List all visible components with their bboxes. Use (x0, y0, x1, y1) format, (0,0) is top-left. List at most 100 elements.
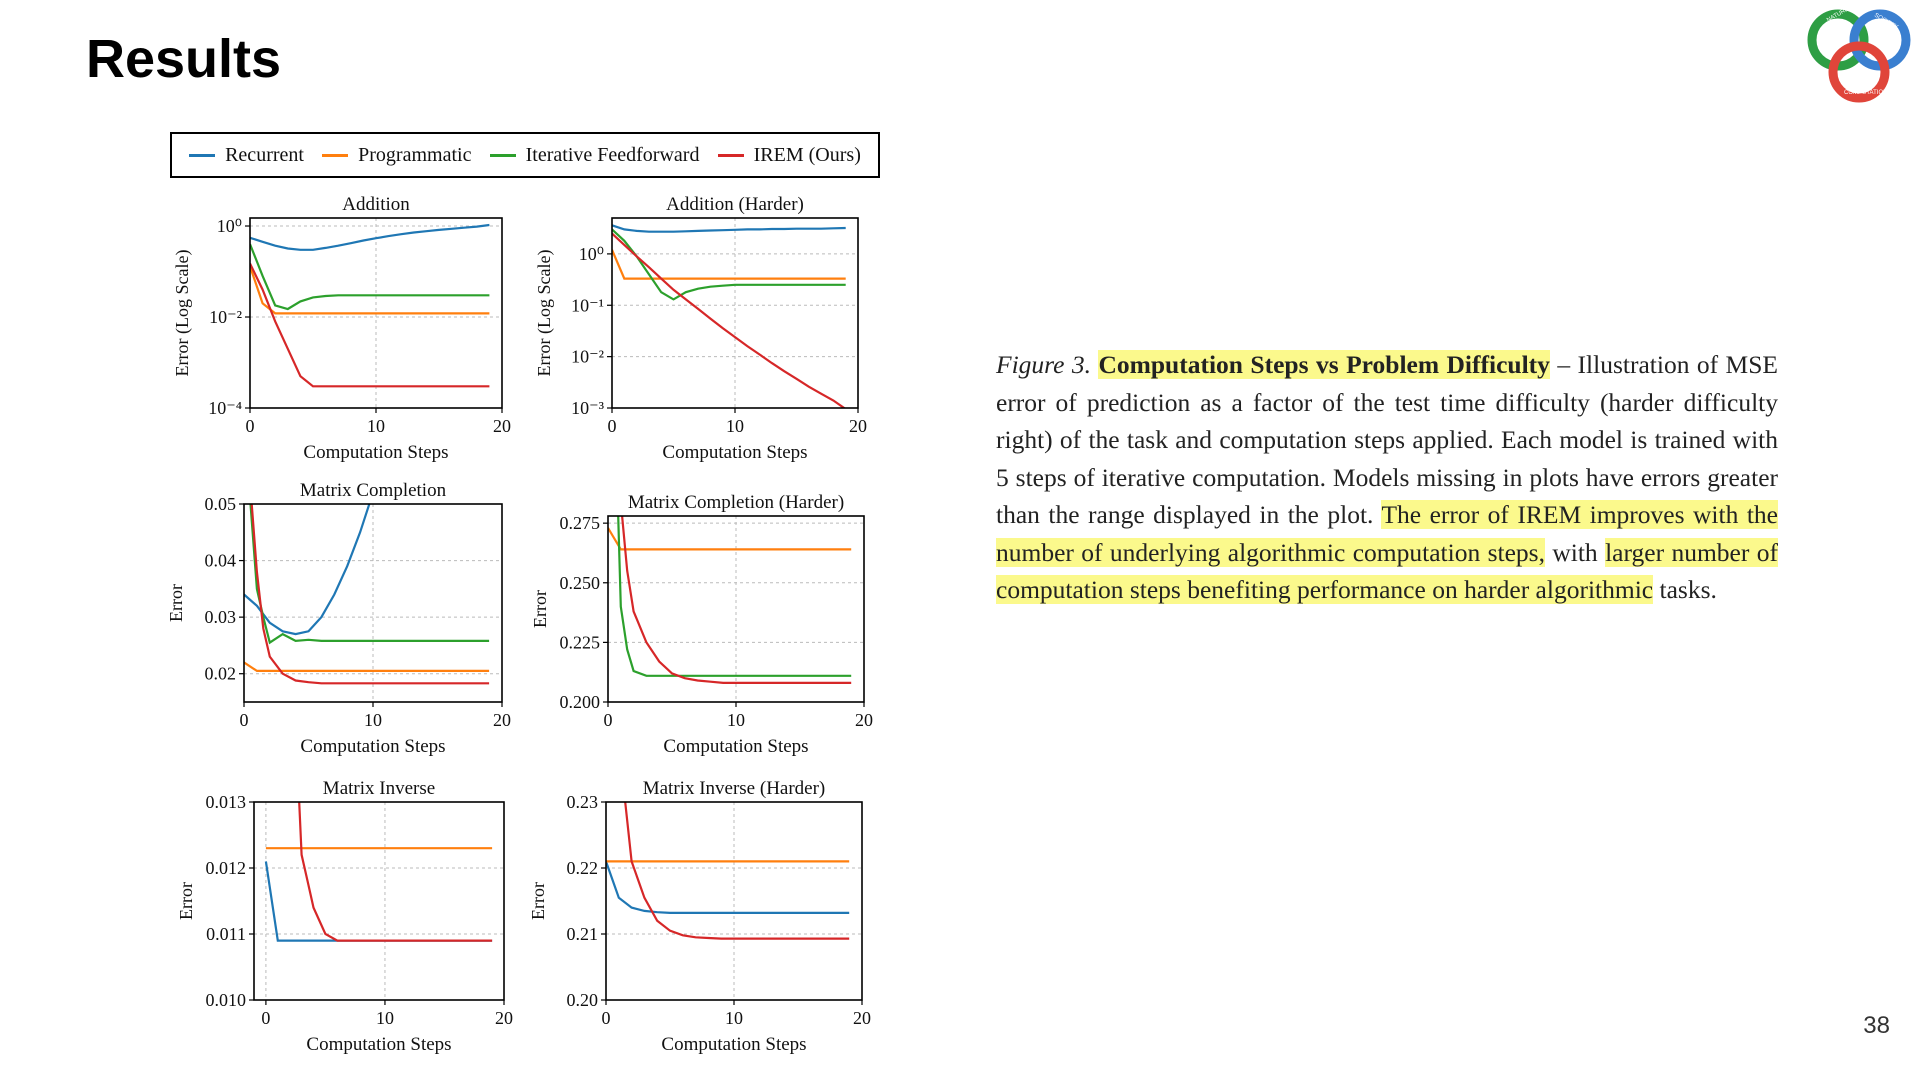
series-line-recurrent (606, 861, 850, 915)
y-tick-label: 0.225 (560, 632, 601, 652)
page-number: 38 (1863, 1012, 1890, 1039)
plot-frame (253, 801, 505, 1001)
legend-item-programmatic: Programmatic (322, 144, 471, 167)
y-tick-label: 10⁻² (571, 347, 604, 367)
chart-title: Addition (Harder) (666, 194, 804, 215)
series-line-iterative-feedforward (249, 504, 490, 645)
series-line-recurrent (612, 224, 846, 233)
series-line-programmatic (608, 527, 852, 551)
y-tick-label: 0.22 (567, 858, 599, 878)
x-tick-label: 20 (495, 1008, 513, 1028)
chart-panel-matrix-completion-harder: 0 10 20 0.275 0.250 0.225 0.200 Matrix Completi… (530, 492, 873, 757)
logo-text-computation: COMPUTATION (1844, 90, 1887, 96)
results-figure: Recurrent Programmatic Iterative Feedfor… (160, 128, 900, 1068)
slide-title: Results (86, 29, 282, 89)
chart-panel-matrix-completion: 0 10 20 0.05 0.04 0.03 0.02 Matrix Completion Co… (166, 480, 511, 757)
caption-title: Computation Steps vs Problem Difficulty (1098, 350, 1550, 379)
legend-label-irem: IREM (Ours) (753, 143, 861, 166)
legend-swatch-iterative-feedforward (489, 153, 516, 157)
x-axis-label: Computation Steps (662, 442, 807, 463)
y-axis-label: Error (Log Scale) (534, 250, 555, 377)
x-tick-label: 10 (727, 710, 745, 730)
chart-panel-addition-harder: 0 10 20 10⁰ 10⁻¹ 10⁻² 10⁻³ Addition (Harder) Com… (534, 194, 867, 463)
legend-item-iterative-feedforward: Iterative Feedforward (489, 143, 700, 167)
legend-item-irem: IREM (Ours) (717, 143, 861, 167)
series-line-iterative-feedforward (250, 243, 490, 311)
x-axis-label: Computation Steps (663, 736, 808, 757)
series-line-irem-ours (624, 802, 850, 940)
y-tick-label: 0.275 (560, 513, 601, 533)
chart-title: Matrix Inverse (323, 778, 435, 799)
series-line-programmatic (250, 265, 490, 315)
y-tick-label: 10⁰ (579, 244, 604, 264)
x-axis-label: Computation Steps (306, 1034, 451, 1055)
legend-swatch-irem (717, 153, 744, 157)
legend-item-recurrent: Recurrent (189, 144, 304, 167)
x-tick-label: 10 (726, 416, 744, 436)
series-line-irem-ours (250, 504, 490, 685)
caption-text-1: – Illustration of MSE error of predictio… (996, 350, 1778, 529)
x-tick-label: 20 (853, 1008, 871, 1028)
series-line-programmatic (244, 661, 490, 673)
x-axis-label: Computation Steps (303, 442, 448, 463)
series-line-recurrent (264, 861, 493, 942)
caption-text-2: with (1544, 537, 1606, 567)
x-tick-label: 0 (602, 1008, 611, 1028)
legend-swatch-recurrent (189, 153, 216, 157)
x-tick-label: 10 (364, 710, 382, 730)
y-tick-label: 0.013 (206, 792, 247, 812)
x-tick-label: 20 (849, 416, 867, 436)
legend-label-programmatic: Programmatic (358, 143, 472, 166)
chart-title: Matrix Completion (Harder) (628, 492, 844, 513)
series-line-irem-ours (250, 263, 490, 388)
chart-panel-matrix-inverse-harder: 0 10 20 0.23 0.22 0.21 0.20 Matrix Inverse (Har… (528, 778, 871, 1055)
x-axis-label: Computation Steps (300, 736, 445, 757)
legend-label-recurrent: Recurrent (225, 143, 304, 166)
series-line-iterative-feedforward (617, 516, 852, 677)
x-tick-label: 10 (725, 1008, 743, 1028)
y-axis-label: Error (Log Scale) (172, 250, 193, 377)
y-tick-label: 0.200 (560, 692, 601, 712)
x-tick-label: 0 (604, 710, 613, 730)
y-tick-label: 10⁻³ (571, 398, 605, 418)
x-tick-label: 10 (367, 416, 385, 436)
series-line-irem-ours (612, 232, 847, 408)
y-tick-label: 0.04 (205, 551, 237, 571)
y-tick-label: 0.03 (205, 607, 237, 627)
y-tick-label: 10⁻² (209, 307, 242, 327)
x-tick-label: 10 (376, 1008, 394, 1028)
y-tick-label: 0.23 (567, 792, 599, 812)
figure-caption: Figure 3. Computation Steps vs Problem D… (996, 346, 1778, 609)
series-line-recurrent (250, 223, 490, 251)
series-line-iterative-feedforward (612, 228, 846, 301)
y-tick-label: 0.05 (205, 494, 237, 514)
y-tick-label: 0.011 (206, 924, 246, 944)
y-tick-label: 0.250 (560, 573, 601, 593)
y-axis-label: Error (528, 882, 548, 920)
legend-swatch-programmatic (322, 153, 349, 157)
legend-label-iterative-feedforward: Iterative Feedforward (525, 143, 700, 166)
y-tick-label: 10⁻¹ (571, 295, 604, 315)
charts-grid: 0 10 20 10⁰ 10⁻² 10⁻⁴ Addition Computation Step… (166, 194, 873, 1055)
plot-frame (611, 217, 859, 409)
chart-title: Matrix Completion (300, 480, 447, 501)
y-axis-label: Error (530, 590, 550, 628)
nature-society-computation-logo: NATURE SOCIETY COMPUTATION (1807, 6, 1911, 103)
series-line-irem-ours (298, 802, 493, 942)
x-tick-label: 0 (246, 416, 255, 436)
caption-figure-label: Figure 3. (996, 350, 1092, 379)
series-line-irem-ours (621, 516, 852, 685)
chart-panel-matrix-inverse: 0 10 20 0.013 0.012 0.011 0.010 Matrix Inverse C… (176, 778, 513, 1055)
y-tick-label: 10⁰ (217, 216, 242, 236)
caption-text-3: tasks. (1653, 575, 1717, 604)
y-tick-label: 0.010 (206, 990, 247, 1010)
x-tick-label: 0 (240, 710, 249, 730)
series-line-recurrent (244, 504, 371, 636)
y-tick-label: 0.02 (205, 664, 237, 684)
logo-red-ring (1828, 41, 1890, 103)
y-tick-label: 0.20 (567, 990, 599, 1010)
chart-legend: Recurrent Programmatic Iterative Feedfor… (170, 132, 880, 178)
x-tick-label: 20 (493, 710, 511, 730)
x-tick-label: 0 (261, 1008, 270, 1028)
y-axis-label: Error (166, 584, 186, 622)
